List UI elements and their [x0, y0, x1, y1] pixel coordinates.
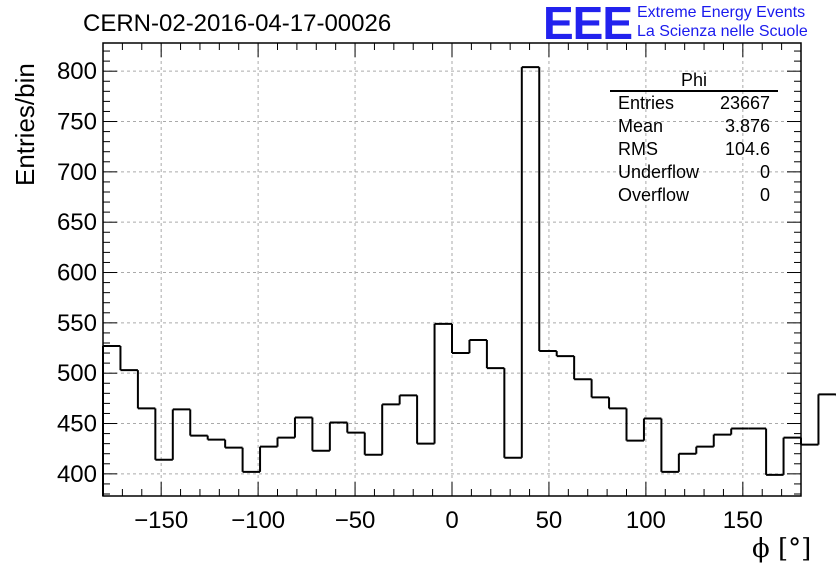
- y-tick-label: 650: [57, 209, 97, 236]
- logo-caption: Extreme Energy Events La Scienza nelle S…: [637, 3, 808, 41]
- y-tick-label: 600: [57, 260, 97, 287]
- x-tick-label: −50: [335, 507, 376, 534]
- y-tick-label: 550: [57, 310, 97, 337]
- logo-line-1: Extreme Energy Events: [637, 4, 806, 21]
- stats-value: 3.876: [724, 116, 770, 136]
- x-tick-label: −100: [231, 507, 285, 534]
- stats-label: Overflow: [618, 185, 690, 205]
- y-tick-label: 450: [57, 411, 97, 438]
- x-tick-label: 0: [445, 507, 458, 534]
- stats-row-underflow: Underflow 0: [610, 161, 778, 184]
- eee-logo: EEE: [543, 0, 633, 49]
- stats-value: 23667: [719, 93, 770, 113]
- stats-value: 0: [759, 162, 770, 182]
- x-axis-label: ϕ [°]: [752, 534, 812, 564]
- stats-label: Entries: [618, 93, 675, 113]
- x-tick-label: −150: [134, 507, 188, 534]
- stats-label: Mean: [618, 116, 664, 136]
- y-axis-label: Entries/bin: [10, 63, 40, 186]
- y-tick-label: 750: [57, 109, 97, 136]
- grid-lines: [103, 43, 801, 496]
- stats-row-rms: RMS 104.6: [610, 138, 778, 161]
- stats-value: 0: [759, 185, 770, 205]
- y-tick-label: 400: [57, 461, 97, 488]
- stats-label: Underflow: [618, 162, 700, 182]
- stats-value: 104.6: [724, 139, 770, 159]
- stats-row-overflow: Overflow 0: [610, 184, 778, 207]
- axis-ticks: [103, 43, 802, 496]
- stats-row-mean: Mean 3.876: [610, 115, 778, 138]
- logo-line-2: La Scienza nelle Scuole: [637, 23, 808, 40]
- stats-row-entries: Entries 23667: [610, 92, 778, 115]
- y-tick-label: 500: [57, 360, 97, 387]
- stats-box: Phi Entries 23667 Mean 3.876 RMS 104.6 U…: [610, 70, 778, 207]
- x-tick-label: 150: [723, 507, 763, 534]
- x-tick-label: 100: [626, 507, 666, 534]
- y-tick-label: 800: [57, 58, 97, 85]
- chart-title: CERN-02-2016-04-17-00026: [83, 10, 392, 37]
- stats-title: Phi: [610, 70, 778, 92]
- y-tick-label: 700: [57, 159, 97, 186]
- x-tick-label: 50: [536, 507, 563, 534]
- tick-labels: −150 −100 −50 0 50 100 150 400 450 500 550 600 650 70…: [57, 58, 763, 534]
- stats-label: RMS: [618, 139, 658, 159]
